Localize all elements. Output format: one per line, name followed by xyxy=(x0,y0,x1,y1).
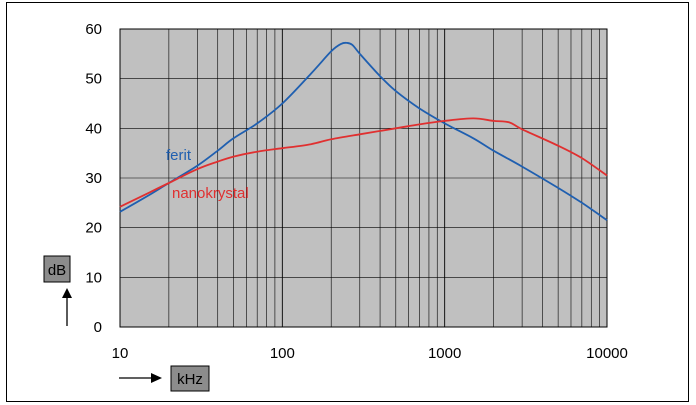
y-tick-label: 40 xyxy=(85,120,102,137)
chart-frame: 0 10 20 30 40 50 60 10 100 1000 10000 ferit nanokr… xyxy=(6,2,689,402)
x-axis-label: kHz xyxy=(177,371,203,388)
x-tick-label: 10000 xyxy=(586,345,628,362)
x-tick-label: 10 xyxy=(112,345,129,362)
y-axis-label: dB xyxy=(48,262,66,279)
y-axis-arrow-head xyxy=(62,288,72,298)
x-tick-label: 100 xyxy=(270,345,295,362)
y-tick-label: 60 xyxy=(85,21,102,38)
x-tick-label: 1000 xyxy=(428,345,461,362)
series-label-ferit: ferit xyxy=(166,147,192,164)
series-line-nanokrystal xyxy=(119,117,608,208)
y-tick-label: 20 xyxy=(85,220,102,237)
x-axis-arrow-head xyxy=(151,373,162,383)
y-tick-label: 30 xyxy=(85,170,102,187)
series-label-nanokrystal: nanokrystal xyxy=(172,185,249,202)
x-axis-unit: kHz xyxy=(119,365,210,392)
series-line-ferit xyxy=(119,41,608,221)
plot-border xyxy=(119,28,608,328)
y-tick-label: 0 xyxy=(94,319,102,336)
y-axis-unit: dB xyxy=(43,255,72,326)
chart: 0 10 20 30 40 50 60 10 100 1000 10000 ferit nanokr… xyxy=(43,21,628,392)
y-tick-label: 10 xyxy=(85,269,102,286)
y-tick-label: 50 xyxy=(85,71,102,88)
